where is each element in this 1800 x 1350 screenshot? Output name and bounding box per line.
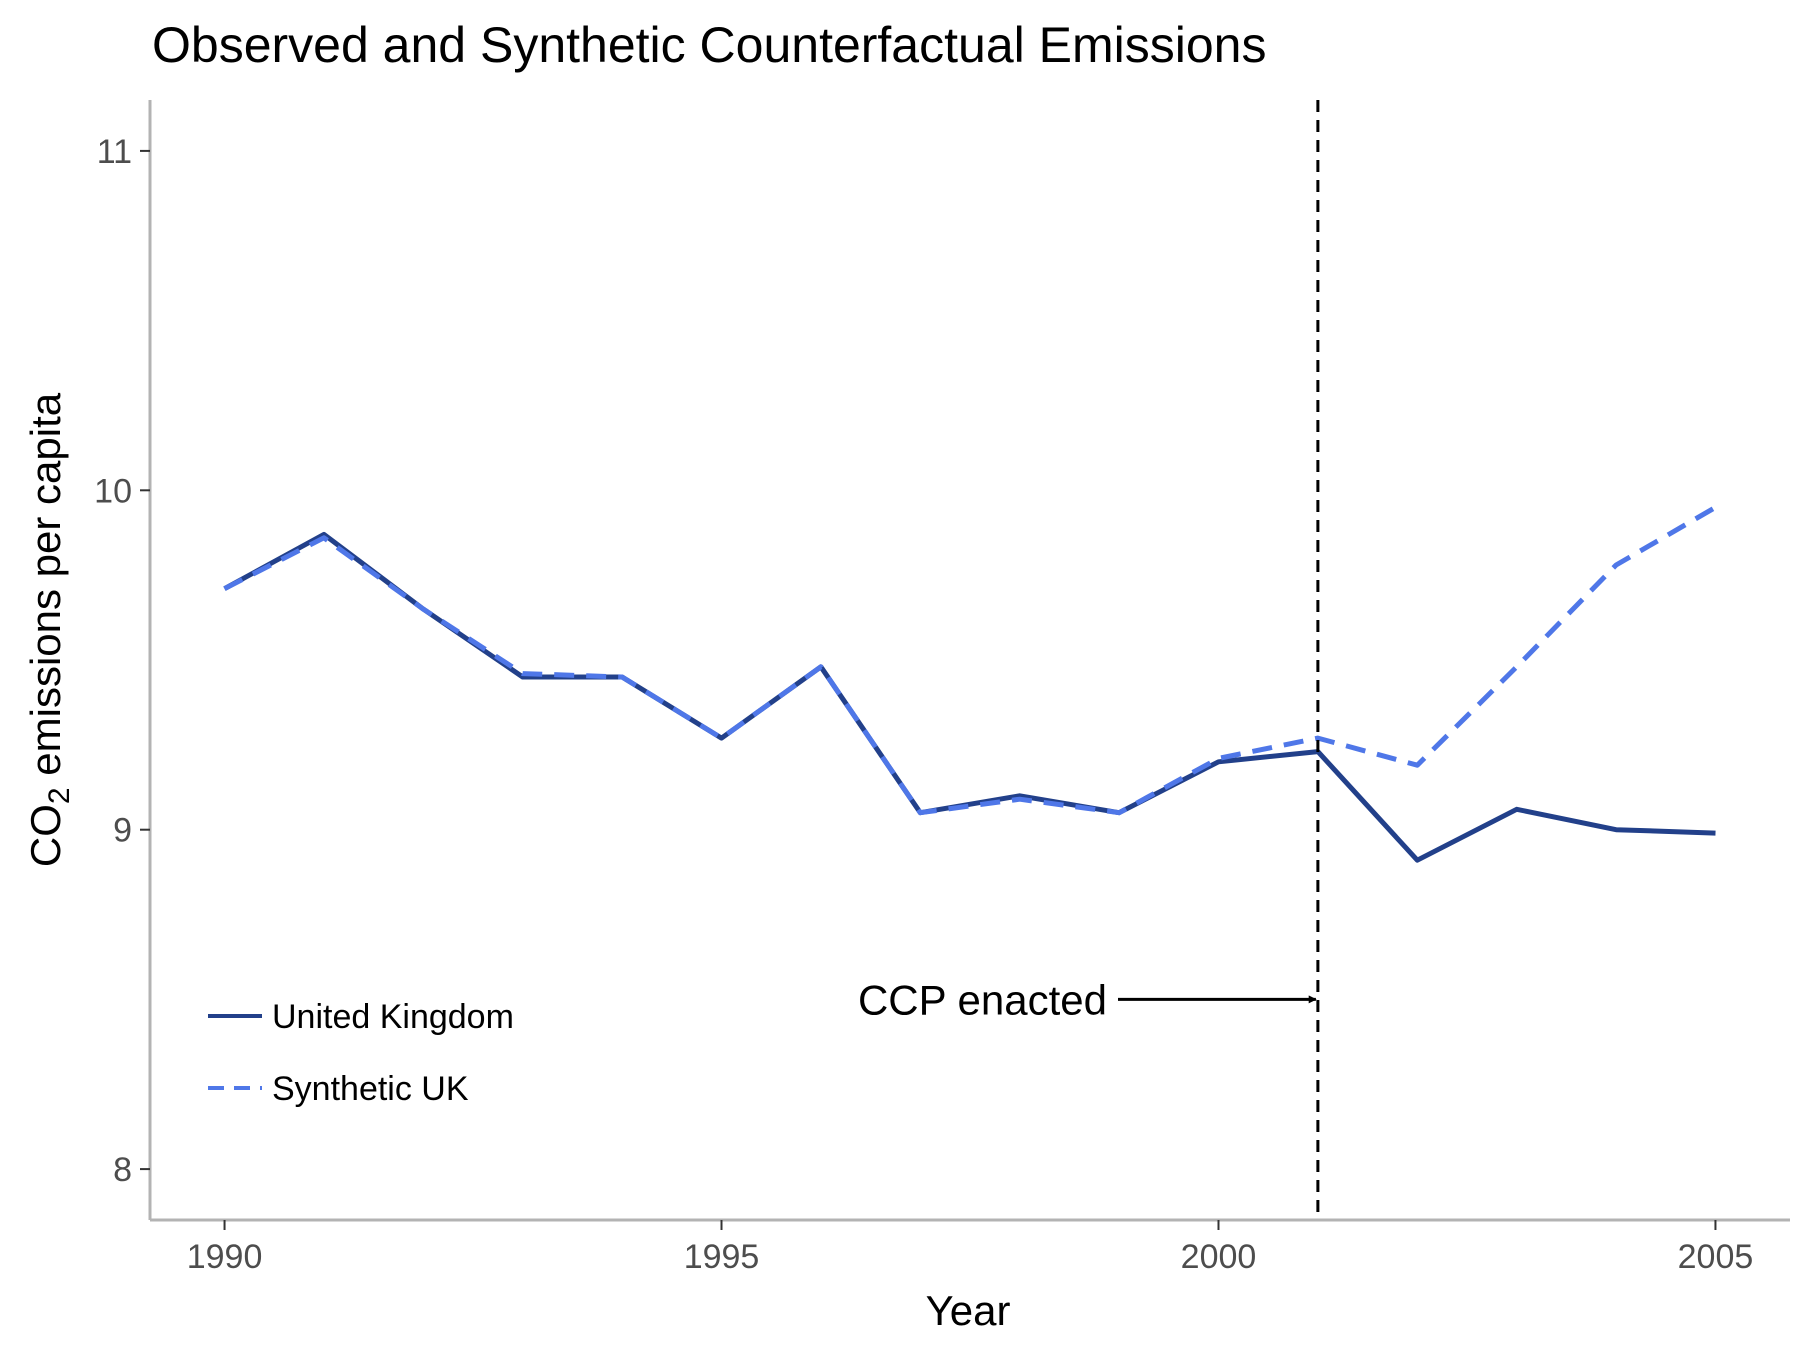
series-line-synthetic-uk	[223, 505, 1717, 816]
x-axis-title: Year	[926, 1287, 1011, 1334]
legend: United Kingdom Synthetic UK	[208, 998, 514, 1108]
x-tick-label: 2000	[1181, 1238, 1257, 1276]
legend-label-synthetic-uk: Synthetic UK	[272, 1070, 469, 1108]
x-tick-label: 1990	[187, 1238, 263, 1276]
y-tick-label: 11	[97, 133, 132, 171]
y-axis-title-subscript: 2	[43, 787, 76, 804]
legend-label-united-kingdom: United Kingdom	[272, 998, 514, 1036]
x-tick-label: 1995	[684, 1238, 760, 1276]
y-tick-label: 9	[113, 812, 132, 850]
chart-title: Observed and Synthetic Counterfactual Em…	[152, 17, 1266, 73]
y-axis-title: CO2 emissions per capita	[22, 392, 76, 867]
axes	[148, 100, 1790, 1222]
y-axis-title-prefix: CO	[22, 804, 69, 867]
annotation-label: CCP enacted	[858, 976, 1107, 1023]
y-axis-ticks: 8 9 10 11	[94, 133, 150, 1189]
y-tick-label: 10	[94, 472, 132, 510]
series-line-united-kingdom	[223, 531, 1716, 863]
y-axis-title-suffix: emissions per capita	[22, 392, 69, 787]
y-tick-label: 8	[113, 1151, 132, 1189]
x-axis-ticks: 1990 1995 2000 2005	[187, 1220, 1754, 1276]
x-tick-label: 2005	[1678, 1238, 1754, 1276]
annotation-layer: CCP enacted	[858, 100, 1320, 1220]
series-layer	[223, 505, 1717, 863]
